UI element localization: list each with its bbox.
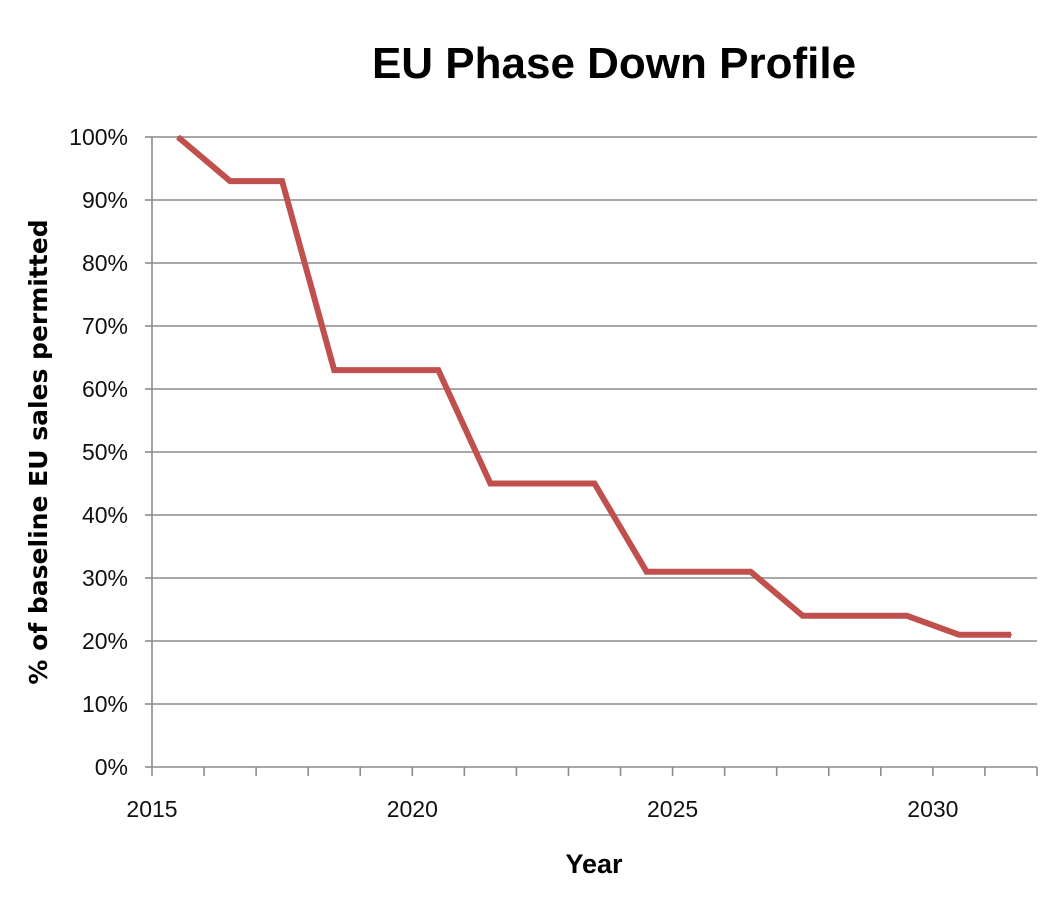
data-point (229, 180, 232, 183)
data-point (281, 180, 284, 183)
data-point (489, 482, 492, 485)
data-point (437, 369, 440, 372)
data-point (853, 614, 856, 617)
y-axis-tick-labels: 0% 10% 20% 30% 40% 50% 60% 70% 80% 90% 100% (69, 124, 128, 780)
data-point (697, 570, 700, 573)
series-layer (176, 134, 1012, 638)
y-tick-label: 40% (82, 502, 128, 528)
x-tick-label: 2020 (387, 796, 438, 822)
gridlines (152, 136, 1037, 705)
data-point (593, 482, 596, 485)
y-tick-label: 30% (82, 565, 128, 591)
y-tick-label: 0% (95, 754, 128, 780)
data-point (1009, 633, 1012, 636)
data-point (333, 369, 336, 372)
data-point (801, 614, 804, 617)
data-point (177, 136, 180, 138)
chart-title: EU Phase Down Profile (372, 39, 856, 88)
y-tick-label: 60% (82, 376, 128, 402)
data-point (905, 614, 908, 617)
x-tick-label: 2015 (126, 796, 177, 822)
data-point (749, 570, 752, 573)
data-point (541, 482, 544, 485)
x-axis-label: Year (565, 849, 623, 879)
y-tick-label: 10% (82, 691, 128, 717)
y-tick-label: 100% (69, 124, 128, 150)
x-tick-label: 2025 (647, 796, 698, 822)
y-tick-label: 50% (82, 439, 128, 465)
data-point (385, 369, 388, 372)
x-axis-tick-labels: 2015 2020 2025 2030 (126, 796, 958, 822)
data-point (957, 633, 960, 636)
y-axis-label: % of baseline EU sales permitted (24, 219, 53, 684)
y-tick-label: 90% (82, 187, 128, 213)
y-tick-label: 80% (82, 250, 128, 276)
x-tick-label: 2030 (907, 796, 958, 822)
y-tick-label: 70% (82, 313, 128, 339)
axes (145, 136, 1038, 776)
y-tick-label: 20% (82, 628, 128, 654)
series-line (176, 134, 1011, 638)
data-point (645, 570, 648, 573)
